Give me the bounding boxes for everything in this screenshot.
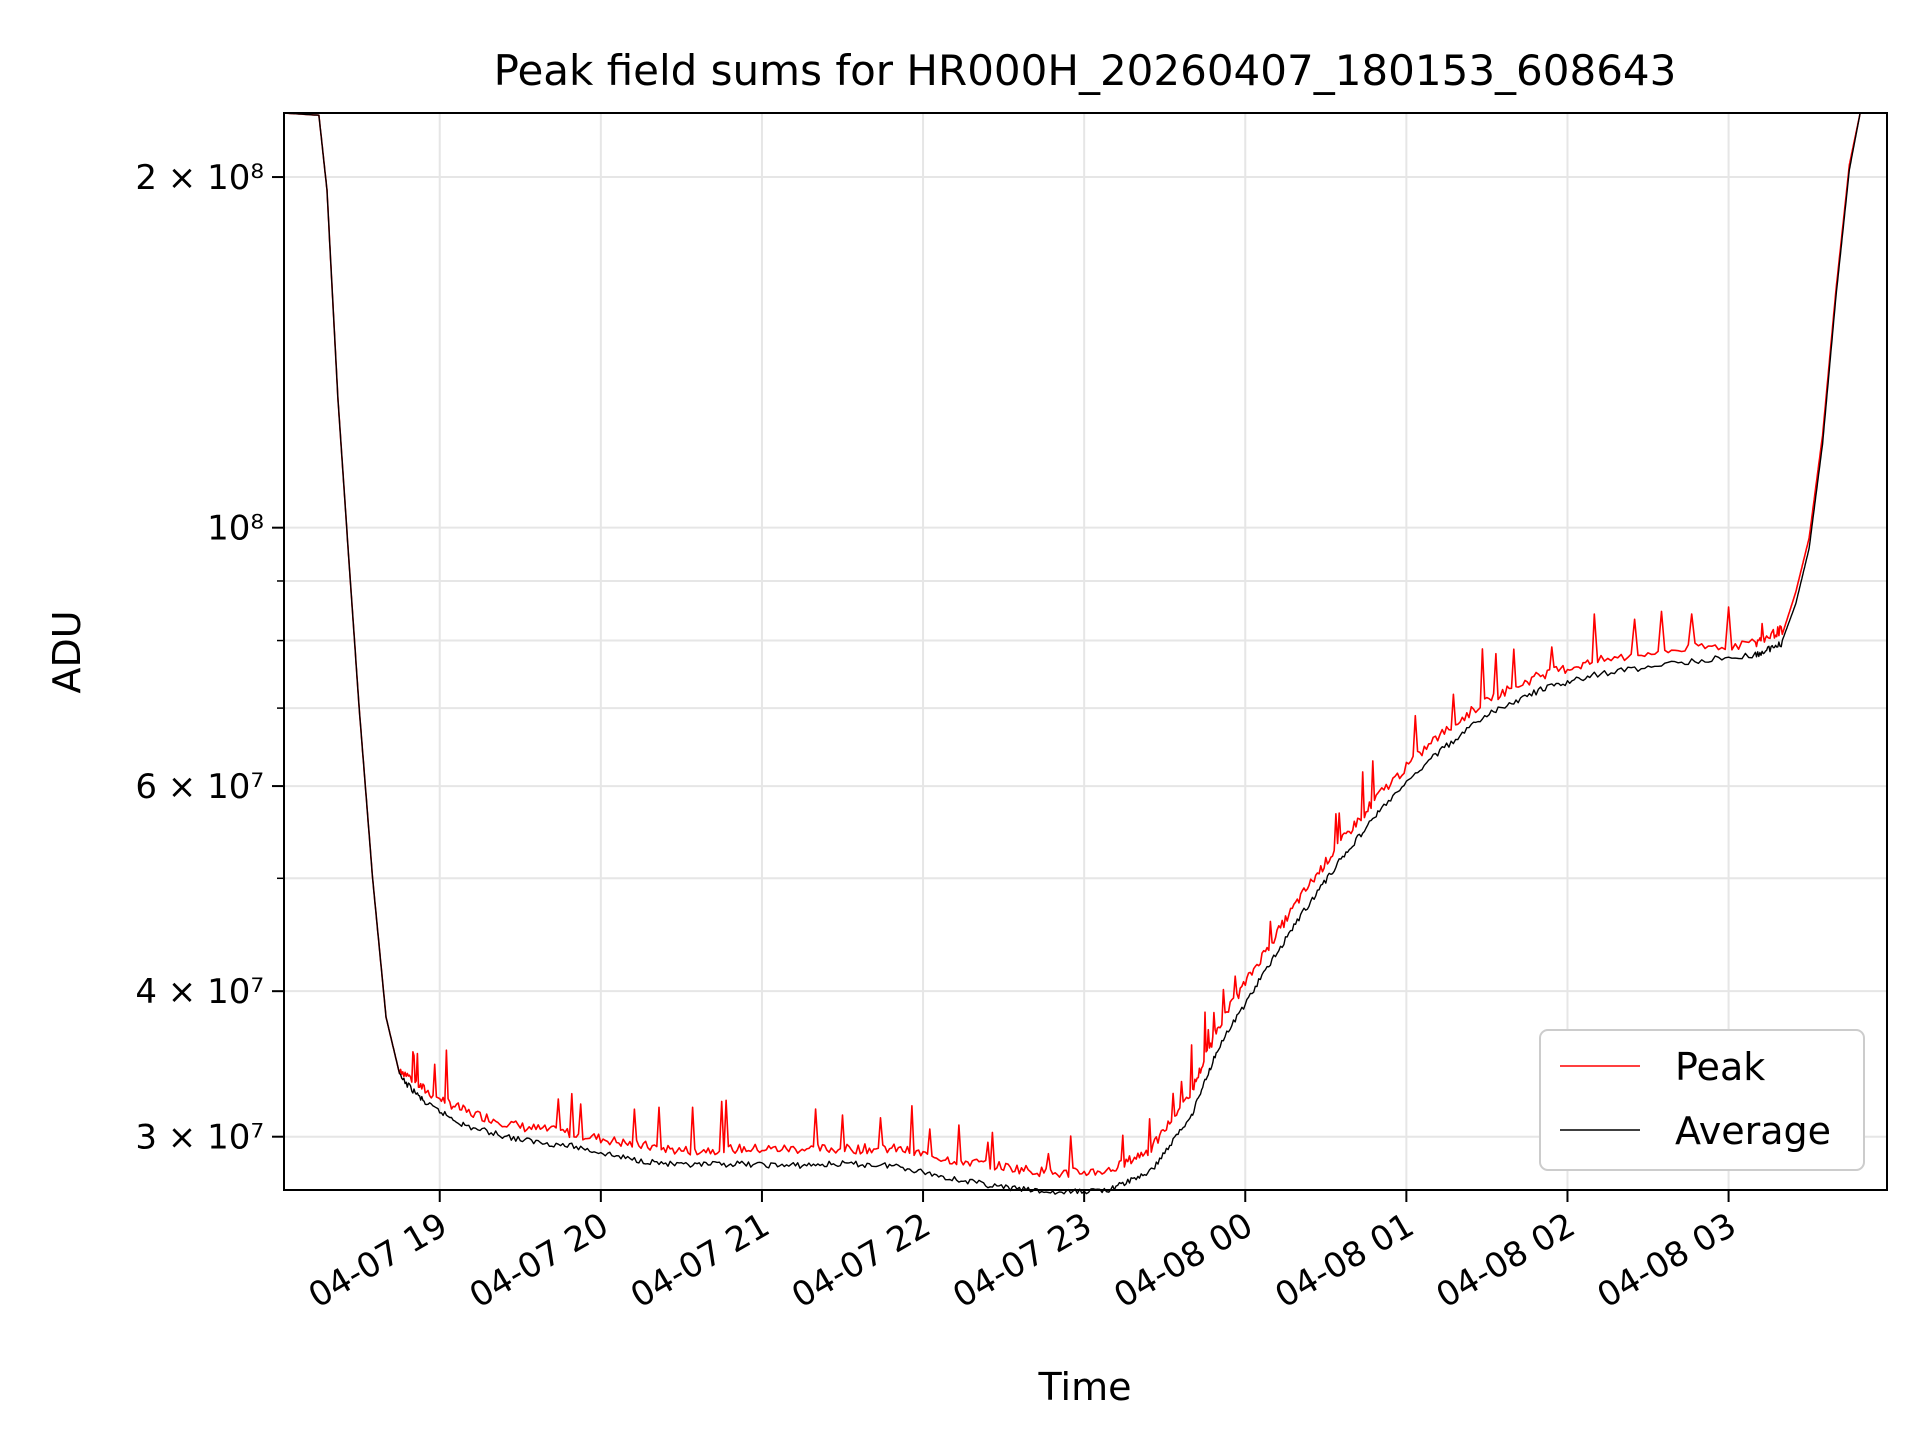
legend-box: [1539, 1029, 1865, 1171]
y-tick-label: 3 × 10⁷: [135, 1118, 264, 1158]
legend-label-average: Average: [1675, 1109, 1831, 1153]
y-tick-label: 4 × 10⁷: [135, 972, 264, 1012]
y-axis-label: ADU: [45, 610, 89, 693]
y-tick-label: 6 × 10⁷: [135, 767, 264, 807]
y-tick-label: 2 × 10⁸: [135, 158, 264, 198]
legend-label-peak: Peak: [1675, 1045, 1765, 1089]
legend: Peak Average: [1539, 1029, 1865, 1171]
y-axis: 3 × 10⁷ 4 × 10⁷ 6 × 10⁷ 10⁸ 2 × 10⁸: [135, 158, 284, 1158]
plot-frame: [283, 112, 1888, 1191]
x-axis-label: Time: [1038, 1365, 1132, 1409]
chart-title: Peak field sums for HR000H_20260407_1801…: [494, 46, 1677, 95]
grid: [284, 113, 1887, 1190]
y-tick-label: 10⁸: [207, 509, 264, 549]
series-line-average: [283, 112, 1861, 1195]
series-group: [283, 112, 1861, 1195]
